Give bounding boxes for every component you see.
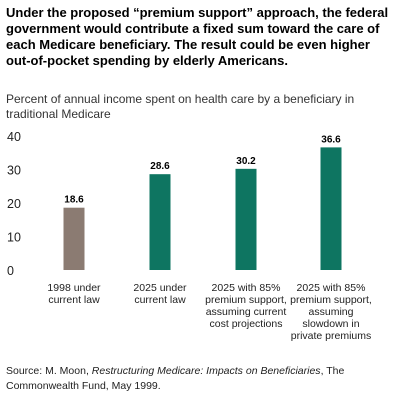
y-tick-label: 20 (7, 197, 21, 211)
x-tick-label: slowdown in (302, 318, 359, 330)
x-tick-label: 2025 with 85% (212, 282, 281, 294)
y-tick-label: 30 (7, 164, 21, 178)
source-prefix: Source: M. Moon, (6, 365, 92, 377)
x-tick-label: cost projections (210, 318, 283, 330)
x-tick-label: current law (134, 294, 186, 306)
chart-title: Percent of annual income spent on health… (6, 92, 355, 121)
x-tick-label: current law (48, 294, 100, 306)
x-tick-label: assuming current (206, 306, 287, 318)
bar-value-label: 18.6 (64, 195, 84, 206)
bar-value-label: 28.6 (150, 161, 170, 172)
chart-headline: Under the proposed “premium support” app… (6, 5, 389, 68)
bars: 18.6 28.6 30.2 36.6 (63, 134, 342, 270)
bar-value-label: 36.6 (321, 134, 341, 145)
bar (63, 207, 85, 270)
bar-value-label: 30.2 (236, 156, 256, 167)
x-tick-label: private premiums (291, 330, 372, 342)
y-tick-label: 10 (7, 231, 21, 245)
bar (149, 174, 171, 270)
y-tick-label: 0 (7, 264, 14, 278)
x-tick-label: 1998 under (47, 282, 101, 294)
source-title: Restructuring Medicare: Impacts on Benef… (91, 365, 321, 377)
x-tick-label: 2025 under (133, 282, 187, 294)
bar (320, 147, 342, 270)
source-note: Source: M. Moon, Restructuring Medicare:… (6, 364, 398, 394)
y-axis: 0 10 20 30 40 (7, 130, 21, 278)
x-tick-label: assuming (309, 306, 354, 318)
bar (235, 168, 257, 270)
x-tick-label: premium support, (205, 294, 287, 306)
source-suffix: , The Commonwealth Fund, May 1999. (6, 365, 345, 392)
y-tick-label: 40 (7, 130, 21, 144)
x-tick-label: 2025 with 85% (297, 282, 366, 294)
x-tick-label: premium support, (290, 294, 372, 306)
